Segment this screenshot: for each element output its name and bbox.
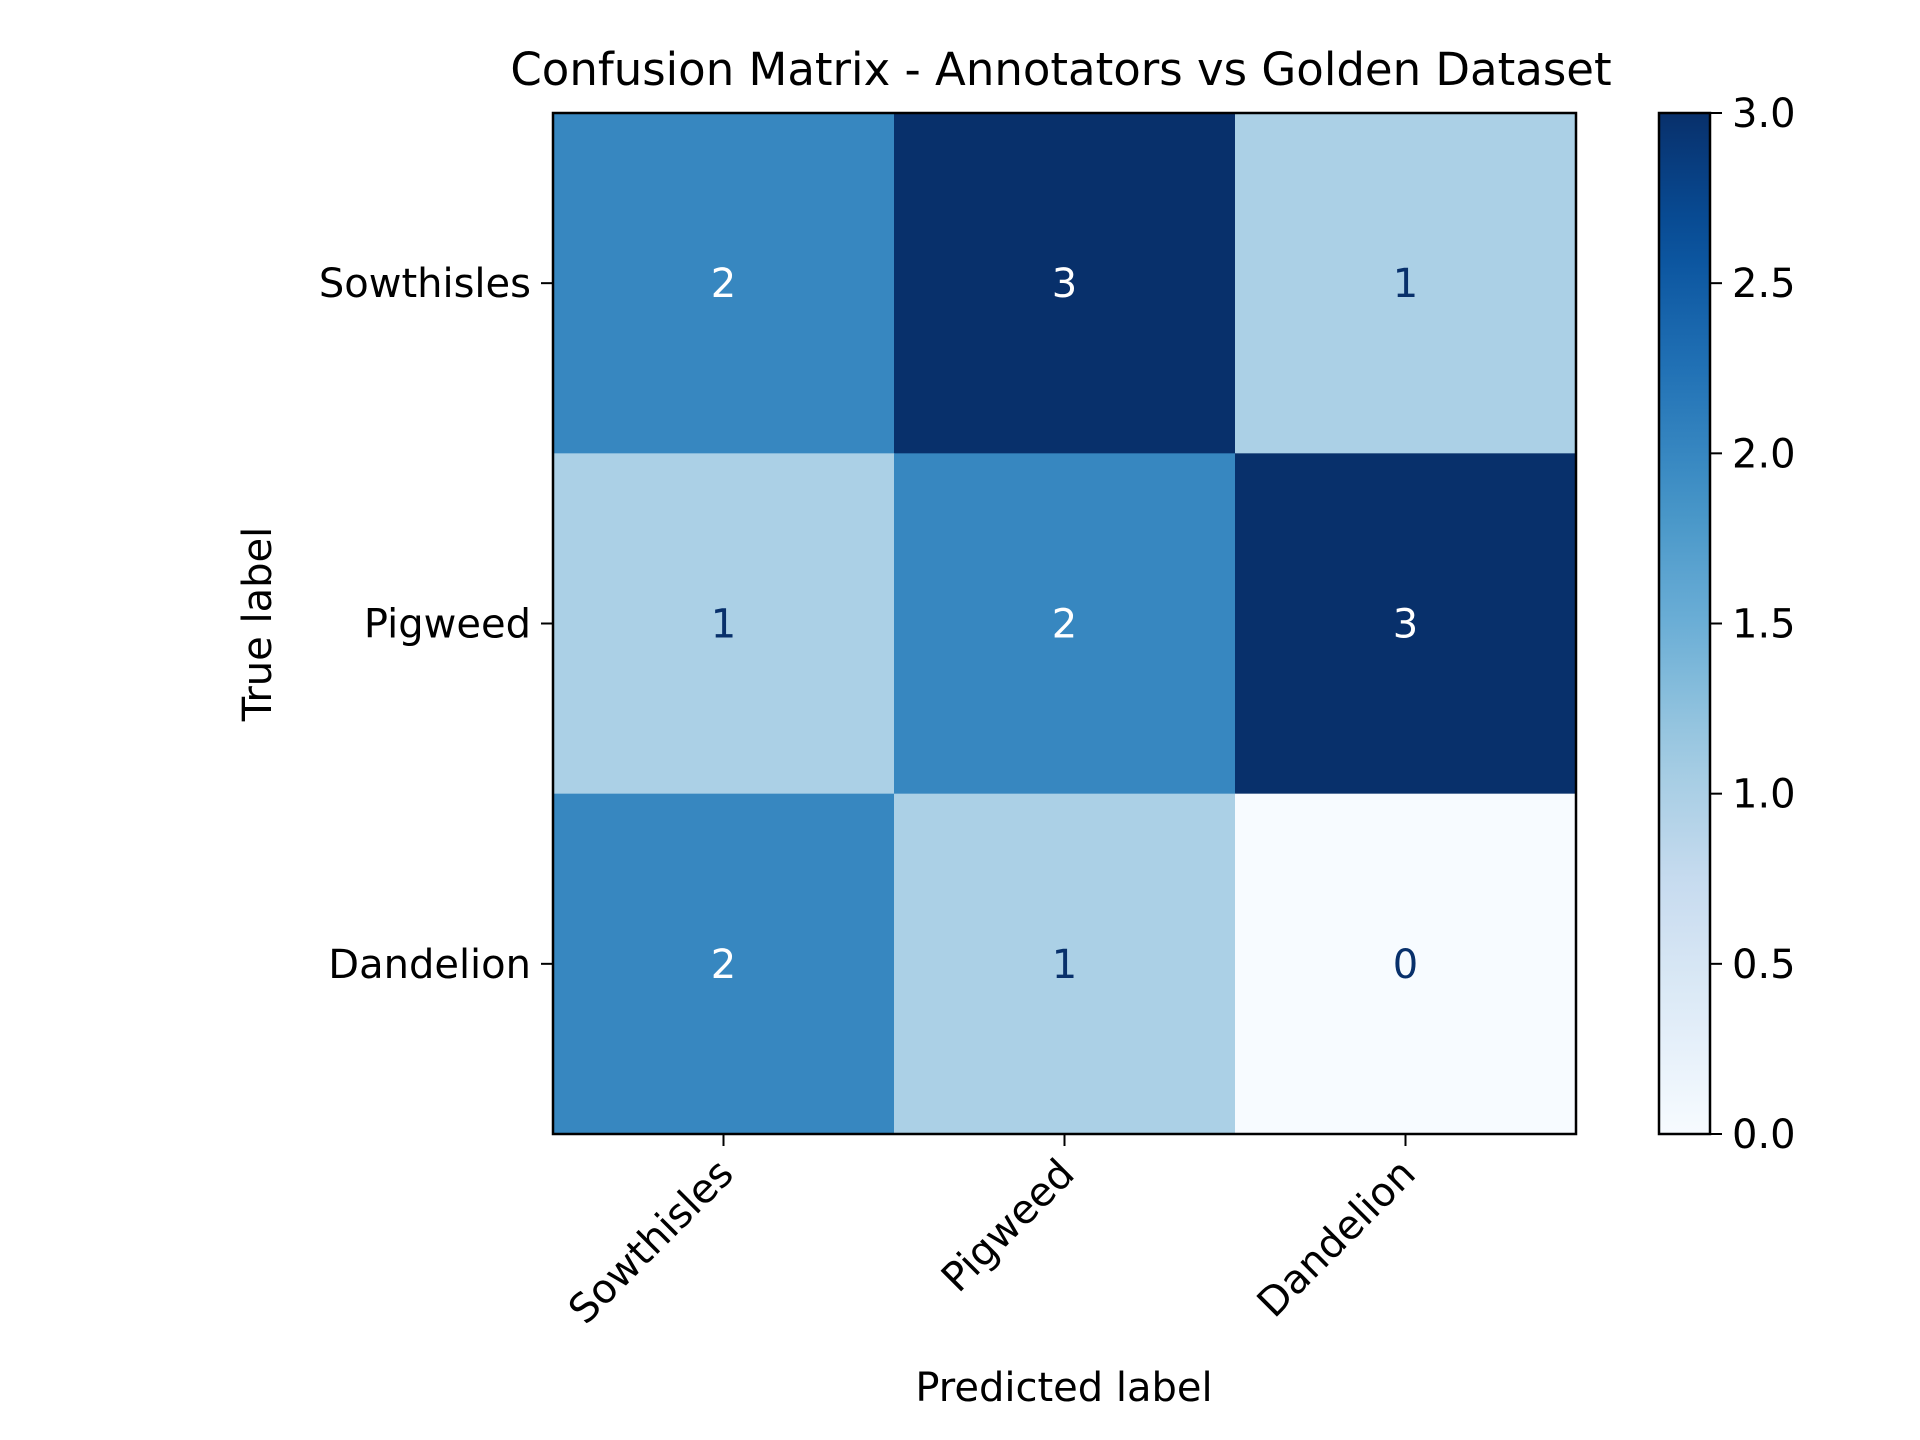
- colorbar-tick-label: 2.5: [1732, 261, 1796, 307]
- heatmap-cell: [1235, 793, 1577, 1135]
- x-tick-label: Dandelion: [1249, 1151, 1425, 1327]
- cell-value-label: 2: [1052, 602, 1077, 648]
- heatmap-cell: [553, 793, 895, 1135]
- cell-value-label: 0: [1393, 942, 1418, 988]
- x-tick-label: Pigweed: [933, 1151, 1084, 1302]
- colorbar-ticks: 0.0 0.5 1.0 1.5 2.0 2.5 3.0: [1710, 91, 1796, 1158]
- cell-value-label: 1: [1393, 261, 1418, 307]
- heatmap-cell: [894, 793, 1236, 1135]
- heatmap-cell: [1235, 113, 1577, 454]
- colorbar-tick-label: 0.5: [1732, 942, 1796, 988]
- cell-value-label: 3: [1052, 261, 1077, 307]
- colorbar-tick-label: 3.0: [1732, 91, 1796, 137]
- y-tick-label: Dandelion: [328, 942, 531, 988]
- heatmap-cell: [894, 453, 1236, 795]
- x-tick-label: Sowthisles: [560, 1151, 743, 1334]
- colorbar-tick-label: 1.5: [1732, 602, 1796, 648]
- cell-value-label: 3: [1393, 602, 1418, 648]
- y-tick-label: Pigweed: [364, 602, 531, 648]
- heatmap-cell: [553, 453, 895, 795]
- colorbar: [1657, 111, 1712, 1136]
- cell-value-label: 1: [1052, 942, 1077, 988]
- colorbar-tick-label: 1.0: [1732, 772, 1796, 818]
- y-axis-label: True label: [235, 527, 281, 722]
- heatmap-cell: [1235, 453, 1577, 795]
- cell-value-label: 1: [711, 602, 736, 648]
- chart-title: Confusion Matrix - Annotators vs Golden …: [510, 43, 1611, 96]
- x-axis-ticks: Sowthisles Pigweed Dandelion: [560, 1134, 1425, 1333]
- colorbar-tick-label: 0.0: [1732, 1112, 1796, 1158]
- heatmap-cell: [894, 113, 1236, 454]
- cell-value-label: 2: [711, 261, 736, 307]
- y-tick-label: Sowthisles: [319, 261, 531, 307]
- heatmap-cell: [553, 113, 895, 454]
- x-axis-label: Predicted label: [915, 1365, 1212, 1411]
- heatmap-cells: 2 3 1 1 2 3 2 1 0: [553, 113, 1577, 1135]
- cell-value-label: 2: [711, 942, 736, 988]
- y-axis-ticks: Sowthisles Pigweed Dandelion: [319, 261, 553, 988]
- colorbar-tick-label: 2.0: [1732, 431, 1796, 477]
